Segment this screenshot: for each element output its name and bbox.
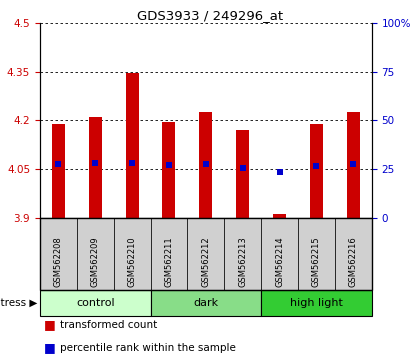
- Text: GSM562211: GSM562211: [165, 237, 173, 287]
- Point: [239, 165, 246, 171]
- Text: ■: ■: [44, 318, 56, 331]
- Bar: [200, 112, 212, 218]
- Text: GDS3933 / 249296_at: GDS3933 / 249296_at: [137, 9, 283, 22]
- Bar: [52, 124, 65, 218]
- Bar: [347, 112, 360, 218]
- Text: control: control: [76, 298, 115, 308]
- Text: transformed count: transformed count: [60, 320, 158, 330]
- Point: [313, 163, 320, 169]
- Point: [276, 170, 283, 175]
- Text: dark: dark: [193, 298, 218, 308]
- Text: high light: high light: [290, 298, 343, 308]
- Text: GSM562210: GSM562210: [128, 237, 136, 287]
- Point: [202, 161, 209, 166]
- Point: [55, 161, 62, 167]
- Point: [92, 160, 99, 165]
- Point: [165, 162, 172, 168]
- Text: GSM562213: GSM562213: [238, 237, 247, 287]
- Text: percentile rank within the sample: percentile rank within the sample: [60, 343, 236, 353]
- Text: stress ▶: stress ▶: [0, 298, 38, 308]
- Bar: [89, 117, 102, 218]
- Bar: [273, 215, 286, 218]
- Text: GSM562208: GSM562208: [54, 237, 63, 287]
- Text: ■: ■: [44, 341, 56, 354]
- Point: [129, 160, 135, 165]
- Text: GSM562216: GSM562216: [349, 237, 358, 287]
- Point: [350, 161, 357, 166]
- Text: GSM562214: GSM562214: [275, 237, 284, 287]
- Bar: [236, 130, 249, 218]
- Bar: [126, 73, 139, 218]
- Text: GSM562212: GSM562212: [201, 237, 210, 287]
- Text: GSM562215: GSM562215: [312, 237, 321, 287]
- Text: GSM562209: GSM562209: [91, 237, 100, 287]
- Bar: [310, 124, 323, 218]
- Bar: [163, 122, 176, 218]
